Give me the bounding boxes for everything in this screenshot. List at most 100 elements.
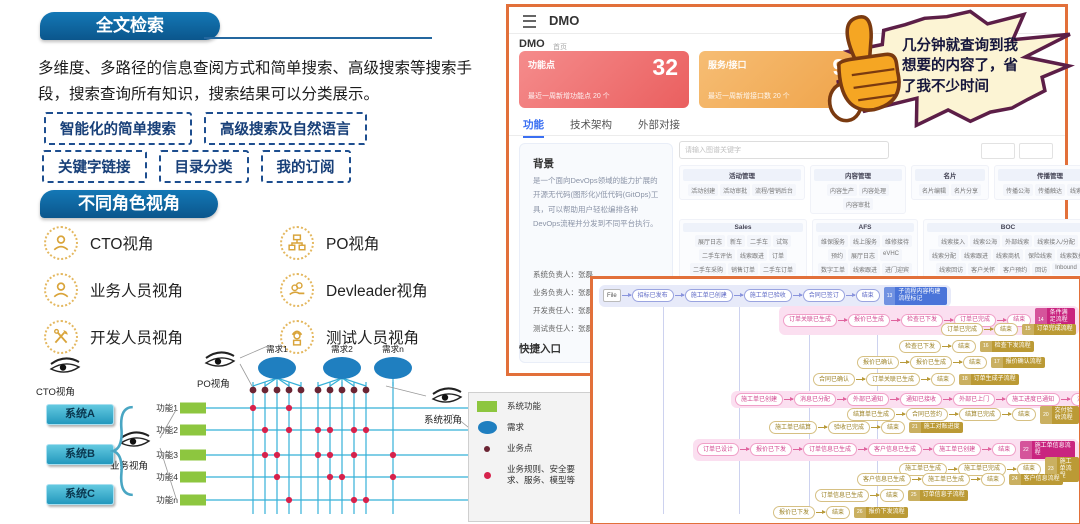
flow-node[interactable]: 施工单已生成 — [922, 473, 971, 486]
graph-toolbar-button[interactable] — [1019, 143, 1053, 159]
flow-end-node[interactable]: 结束 — [880, 489, 905, 502]
flow-node[interactable]: 外部已上门 — [953, 393, 996, 406]
flow-end-node[interactable]: 结束 — [855, 289, 880, 303]
breadcrumb[interactable]: DMO — [519, 38, 545, 50]
flow-end-node[interactable]: 结束 — [881, 421, 906, 434]
flow-node[interactable]: 结算已完成 — [959, 408, 1002, 422]
flow-node[interactable]: 订单已设计 — [697, 443, 740, 457]
graph-tag[interactable]: 线索接入/分配 — [1034, 235, 1078, 247]
flow-node[interactable]: 报价已下发 — [773, 506, 816, 519]
graph-tag[interactable]: 二手车评估 — [698, 249, 735, 261]
graph-tag[interactable]: 名片编辑 — [918, 184, 949, 196]
flow-terminal-box[interactable]: 20 交付验收流程 — [1040, 406, 1079, 424]
tab-技术架构[interactable]: 技术架构 — [570, 119, 612, 131]
flow-node[interactable]: 消息已分配 — [794, 393, 837, 406]
flow-node[interactable]: 通知已接收 — [900, 393, 943, 406]
flow-node[interactable]: 施工进度已通知 — [1006, 393, 1061, 406]
graph-tag[interactable]: 试驾 — [773, 235, 792, 247]
graph-tag[interactable]: 线索跟进 — [960, 249, 991, 261]
flow-node[interactable]: 订单关联已生成 — [866, 373, 921, 386]
graph-tag[interactable]: 线索商机 — [992, 249, 1023, 261]
flow-node[interactable]: 订单关联已生成 — [783, 313, 838, 327]
flow-terminal-box[interactable]: 25 订单信息子流程 — [908, 490, 968, 501]
graph-tag[interactable]: 客户关怀 — [968, 263, 999, 275]
flow-end-node[interactable]: 结束 — [994, 323, 1019, 336]
flow-terminal-box[interactable]: 22 施工单信息流程 — [1020, 441, 1075, 459]
graph-tag[interactable]: 内容处理 — [859, 184, 890, 196]
graph-tag[interactable]: 传播触达 — [1034, 184, 1065, 196]
graph-tag[interactable]: 二手车采购 — [689, 263, 726, 275]
graph-toolbar-button[interactable] — [981, 143, 1015, 159]
graph-tag[interactable]: 线上服务 — [849, 235, 880, 247]
graph-tag[interactable]: eVHC — [880, 249, 903, 261]
flow-node[interactable]: 验收已完成 — [828, 421, 871, 434]
graph-tag[interactable]: 线索手机 — [1067, 184, 1080, 196]
graph-tag[interactable]: 回访 — [1032, 263, 1051, 275]
tab-功能[interactable]: 功能 — [523, 117, 544, 138]
graph-tag[interactable]: 内容审批 — [842, 198, 873, 210]
flow-end-node[interactable]: 结束 — [1012, 408, 1037, 422]
flow-node[interactable]: 施工单已结算 — [769, 421, 818, 434]
flow-node[interactable]: 客户信息已生成 — [857, 473, 912, 486]
flow-terminal-box[interactable]: 26 报价下发流程 — [854, 507, 908, 518]
flow-end-node[interactable]: 结束 — [963, 356, 988, 369]
flow-terminal-box[interactable]: 21 施工对账进度 — [909, 422, 963, 433]
graph-tag[interactable]: 线索公海 — [970, 235, 1001, 247]
graph-tag[interactable]: 流程/营销后台 — [752, 184, 796, 196]
flow-node[interactable]: 报价已生成 — [848, 313, 891, 327]
flow-start-node[interactable]: File — [603, 289, 621, 303]
graph-tag[interactable]: 线索回访 — [936, 263, 967, 275]
flow-node[interactable]: 消息已确认 — [1071, 393, 1079, 406]
flow-end-node[interactable]: 结束 — [952, 340, 977, 353]
flow-end-node[interactable]: 结束 — [931, 373, 956, 386]
graph-tag[interactable]: 二手车 — [747, 235, 772, 247]
flow-node[interactable]: 施工单已验收 — [743, 289, 792, 303]
flow-terminal-box[interactable]: 24 客户信息流程 — [1009, 474, 1063, 485]
flow-node[interactable]: 合同已签约 — [906, 408, 949, 422]
flow-end-node[interactable]: 结束 — [992, 443, 1017, 457]
graph-tag[interactable]: 线索接入 — [938, 235, 969, 247]
graph-tag[interactable]: 保险线索 — [1025, 249, 1056, 261]
flow-node[interactable]: 订单信息已生成 — [815, 489, 870, 502]
flow-terminal-box[interactable]: 16 检查下发流程 — [980, 341, 1034, 352]
flow-terminal-box[interactable]: 15 订单完成流程 — [1022, 324, 1076, 335]
graph-tag[interactable]: 活动审批 — [720, 184, 751, 196]
graph-tag[interactable]: 内容生产 — [826, 184, 857, 196]
flow-node[interactable]: 检查已下发 — [899, 340, 942, 353]
flow-terminal-box[interactable]: 13 子流程内容构建流程标记 — [883, 287, 948, 305]
graph-tag[interactable]: 维修接待 — [882, 235, 913, 247]
graph-tag[interactable]: Inbound — [1052, 263, 1080, 275]
graph-tag[interactable]: 进门迎宾 — [882, 263, 913, 275]
graph-tag[interactable]: 传播公海 — [1002, 184, 1033, 196]
flow-end-node[interactable]: 结束 — [1017, 462, 1042, 476]
graph-tag[interactable]: 展厅日志 — [847, 249, 878, 261]
flow-node[interactable]: 招标已发布 — [631, 289, 674, 303]
flow-node[interactable]: 施工单已创建 — [933, 443, 982, 457]
graph-tag[interactable]: 线索跟进 — [849, 263, 880, 275]
flow-node[interactable]: 订单信息已生成 — [803, 443, 858, 457]
flow-end-node[interactable]: 结束 — [826, 506, 851, 519]
graph-search-input[interactable] — [679, 141, 889, 159]
graph-tag[interactable]: 名片分享 — [951, 184, 982, 196]
flow-node[interactable]: 合同已签订 — [802, 289, 845, 303]
graph-tag[interactable]: 客户预约 — [1000, 263, 1031, 275]
menu-icon[interactable] — [523, 15, 536, 28]
graph-tag[interactable]: 线索跟进 — [736, 249, 767, 261]
graph-tag[interactable]: 销售订单 — [727, 263, 758, 275]
graph-tag[interactable]: 订单 — [769, 249, 788, 261]
graph-tag[interactable]: 数字工单 — [817, 263, 848, 275]
flow-node[interactable]: 施工单已创建 — [684, 289, 733, 303]
flow-node[interactable]: 报价已确认 — [857, 356, 900, 369]
graph-tag[interactable]: 外部线索 — [1002, 235, 1033, 247]
flow-node[interactable]: 报价已生成 — [910, 356, 953, 369]
graph-tag[interactable]: 线索数据 — [1057, 249, 1080, 261]
graph-tag[interactable]: 维保服务 — [817, 235, 848, 247]
flow-node[interactable]: 检查已下发 — [901, 313, 944, 327]
flow-terminal-box[interactable]: 18 订单生成子流程 — [959, 374, 1019, 385]
graph-tag[interactable]: 展厅日志 — [694, 235, 725, 247]
tab-外部对接[interactable]: 外部对接 — [638, 119, 680, 131]
graph-tag[interactable]: 二手车订单 — [760, 263, 797, 275]
stat-card[interactable]: 功能点 32 最近一周新增功能点 20 个 — [519, 51, 689, 108]
graph-tag[interactable]: 新车 — [726, 235, 745, 247]
flow-end-node[interactable]: 结束 — [981, 473, 1006, 486]
